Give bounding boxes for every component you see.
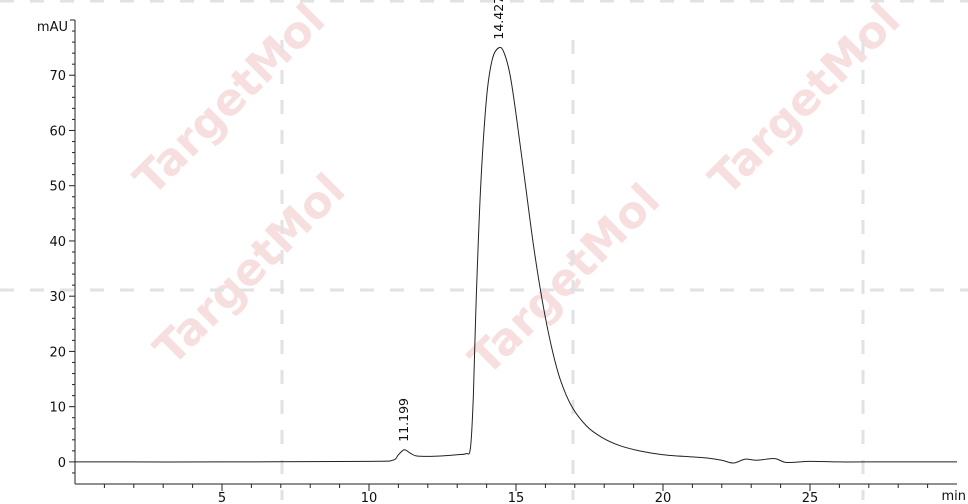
x-tick-label: 25 — [802, 491, 819, 504]
x-tick-label: 5 — [218, 491, 226, 504]
watermark-text: TargetMol — [144, 164, 355, 375]
peak-label: 11.199 — [396, 398, 411, 442]
watermark-text: TargetMol — [699, 0, 910, 205]
x-axis-label: min — [941, 489, 966, 504]
y-axis-label: mAU — [37, 20, 68, 35]
x-tick-label: 15 — [508, 491, 525, 504]
y-tick-label: 40 — [49, 235, 66, 250]
peak-labels: 11.199 14.427 — [396, 0, 506, 442]
ticks: 0 10 20 30 40 50 60 70 5 10 15 20 25 — [49, 30, 929, 504]
y-tick-label: 50 — [49, 180, 66, 195]
y-tick-label: 60 — [49, 124, 66, 139]
chromatogram-trace — [74, 46, 957, 464]
x-tick-label: 20 — [655, 491, 672, 504]
y-tick-label: 20 — [49, 345, 66, 360]
y-tick-label: 0 — [58, 456, 66, 471]
watermark-text: TargetMol — [459, 174, 670, 385]
watermark-text: TargetMol — [124, 0, 335, 205]
x-tick-label: 10 — [361, 491, 378, 504]
y-tick-label: 10 — [49, 401, 66, 416]
y-tick-label: 30 — [49, 290, 66, 305]
y-tick-label: 70 — [49, 69, 66, 84]
peak-label: 14.427 — [491, 0, 506, 40]
